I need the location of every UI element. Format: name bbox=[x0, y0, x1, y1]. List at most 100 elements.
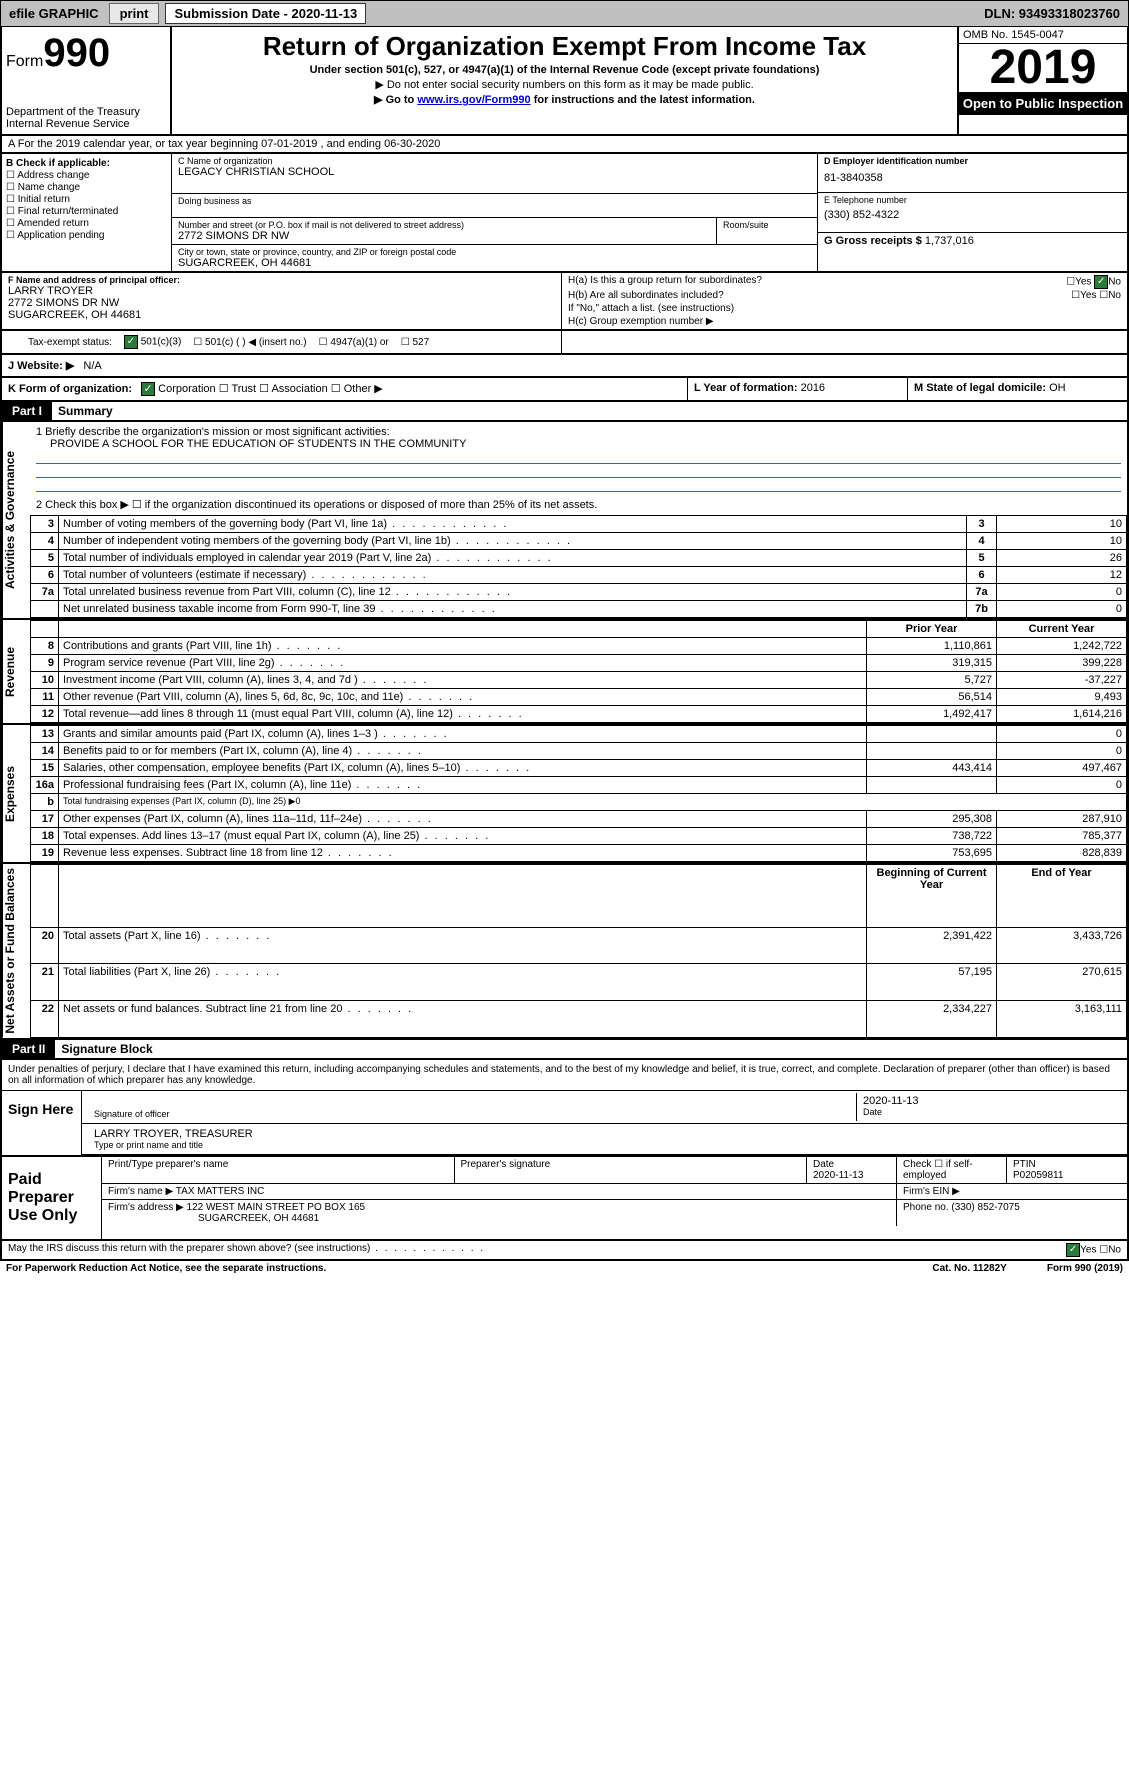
form-header: Form990 Department of the Treasury Inter… bbox=[0, 27, 1129, 136]
form-footer: Form 990 (2019) bbox=[1047, 1263, 1123, 1274]
officer-addr1: 2772 SIMONS DR NW bbox=[8, 297, 555, 309]
firm-addr1: 122 WEST MAIN STREET PO BOX 165 bbox=[187, 1202, 366, 1213]
expenses-table: 13Grants and similar amounts paid (Part … bbox=[30, 725, 1127, 862]
ein-label: D Employer identification number bbox=[824, 156, 968, 166]
preparer-date: 2020-11-13 bbox=[813, 1170, 863, 1181]
officer-printed-name: LARRY TROYER, TREASURER bbox=[94, 1128, 1115, 1140]
firm-ein-label: Firm's EIN ▶ bbox=[903, 1186, 960, 1197]
preparer-name-hdr: Print/Type preparer's name bbox=[108, 1159, 228, 1170]
cat-no: Cat. No. 11282Y bbox=[932, 1263, 1006, 1274]
cb-address-change[interactable]: ☐ Address change bbox=[6, 170, 167, 181]
sig-officer-label: Signature of officer bbox=[94, 1109, 850, 1119]
header-right: OMB No. 1545-0047 2019 Open to Public In… bbox=[957, 27, 1127, 134]
box-h-group: H(a) Is this a group return for subordin… bbox=[562, 273, 1127, 329]
cb-corporation[interactable]: ✓ bbox=[141, 382, 155, 396]
line2-checkbox-text: 2 Check this box ▶ ☐ if the organization… bbox=[36, 498, 1121, 511]
table-row: bTotal fundraising expenses (Part IX, co… bbox=[31, 794, 1127, 811]
cb-527: 527 bbox=[413, 337, 430, 348]
revenue-block: Revenue Prior YearCurrent Year 8Contribu… bbox=[0, 620, 1129, 725]
officer-name: LARRY TROYER bbox=[8, 285, 555, 297]
domicile-label: M State of legal domicile: bbox=[914, 382, 1046, 394]
end-year-hdr: End of Year bbox=[997, 865, 1127, 928]
sidebar-expenses: Expenses bbox=[2, 725, 30, 862]
domicile-state: OH bbox=[1049, 382, 1066, 394]
cb-501c3[interactable]: ✓ bbox=[124, 335, 138, 349]
sidebar-netassets: Net Assets or Fund Balances bbox=[2, 864, 30, 1038]
paid-preparer-block: Paid Preparer Use Only Print/Type prepar… bbox=[0, 1157, 1129, 1241]
form-number: 990 bbox=[43, 31, 110, 75]
print-button[interactable]: print bbox=[109, 3, 160, 24]
prior-year-hdr: Prior Year bbox=[867, 621, 997, 638]
ha-no-checked[interactable]: ✓ bbox=[1094, 275, 1108, 289]
firm-name: TAX MATTERS INC bbox=[176, 1186, 265, 1197]
firm-addr2: SUGARCREEK, OH 44681 bbox=[198, 1213, 319, 1224]
cb-initial-return[interactable]: ☐ Initial return bbox=[6, 194, 167, 205]
hb-label: H(b) Are all subordinates included? bbox=[568, 290, 724, 301]
table-row: 19Revenue less expenses. Subtract line 1… bbox=[31, 845, 1127, 862]
current-year-hdr: Current Year bbox=[997, 621, 1127, 638]
form-org-label: K Form of organization: bbox=[8, 383, 132, 395]
footer-bottom: For Paperwork Reduction Act Notice, see … bbox=[0, 1261, 1129, 1276]
firm-addr-label: Firm's address ▶ bbox=[108, 1202, 184, 1213]
discuss-yes-cb[interactable]: ✓ bbox=[1066, 1243, 1080, 1257]
street-address: 2772 SIMONS DR NW bbox=[178, 230, 710, 242]
table-row: Net unrelated business taxable income fr… bbox=[31, 601, 1127, 618]
table-row: 22Net assets or fund balances. Subtract … bbox=[31, 1001, 1127, 1038]
klm-row: K Form of organization: ✓ Corporation ☐ … bbox=[0, 378, 1129, 402]
self-employed-cb[interactable]: Check ☐ if self-employed bbox=[903, 1159, 973, 1181]
cb-name-change[interactable]: ☐ Name change bbox=[6, 182, 167, 193]
cb-other: Other ▶ bbox=[344, 383, 383, 395]
hc-label: H(c) Group exemption number ▶ bbox=[568, 316, 1121, 327]
topbar: efile GRAPHIC print Submission Date - 20… bbox=[0, 0, 1129, 27]
table-row: 11Other revenue (Part VIII, column (A), … bbox=[31, 689, 1127, 706]
cb-amended-return[interactable]: ☐ Amended return bbox=[6, 218, 167, 229]
net-assets-block: Net Assets or Fund Balances Beginning of… bbox=[0, 864, 1129, 1040]
preparer-sig-hdr: Preparer's signature bbox=[461, 1159, 551, 1170]
website-value: N/A bbox=[83, 360, 101, 372]
year-formation-label: L Year of formation: bbox=[694, 382, 798, 394]
table-row: 14Benefits paid to or for members (Part … bbox=[31, 743, 1127, 760]
revenue-table: Prior YearCurrent Year 8Contributions an… bbox=[30, 620, 1127, 723]
subtitle-1: Under section 501(c), 527, or 4947(a)(1)… bbox=[182, 64, 947, 76]
sidebar-revenue: Revenue bbox=[2, 620, 30, 723]
mission-label: 1 Briefly describe the organization's mi… bbox=[36, 426, 1121, 438]
preparer-date-hdr: Date bbox=[813, 1159, 834, 1170]
table-row: 8Contributions and grants (Part VIII, li… bbox=[31, 638, 1127, 655]
city-state-zip: SUGARCREEK, OH 44681 bbox=[178, 257, 811, 269]
phone-value: (330) 852-4322 bbox=[824, 209, 1121, 221]
header-left: Form990 Department of the Treasury Inter… bbox=[2, 27, 172, 134]
main-title: Return of Organization Exempt From Incom… bbox=[182, 31, 947, 62]
dba-label: Doing business as bbox=[178, 196, 811, 206]
subtitle-2: ▶ Do not enter social security numbers o… bbox=[182, 78, 947, 91]
part2-header-row: Part II Signature Block bbox=[0, 1040, 1129, 1060]
cb-final-return[interactable]: ☐ Final return/terminated bbox=[6, 206, 167, 217]
ha-label: H(a) Is this a group return for subordin… bbox=[568, 275, 762, 286]
cb-application-pending[interactable]: ☐ Application pending bbox=[6, 230, 167, 241]
org-name-label: C Name of organization bbox=[178, 156, 811, 166]
open-public: Open to Public Inspection bbox=[959, 92, 1127, 115]
tax-exempt-label: Tax-exempt status: bbox=[28, 337, 112, 348]
header-center: Return of Organization Exempt From Incom… bbox=[172, 27, 957, 134]
ptin-hdr: PTIN bbox=[1013, 1159, 1036, 1170]
printed-name-label: Type or print name and title bbox=[94, 1140, 1115, 1150]
website-label: J Website: ▶ bbox=[8, 360, 74, 372]
form990-link[interactable]: www.irs.gov/Form990 bbox=[417, 94, 530, 106]
discuss-label: May the IRS discuss this return with the… bbox=[8, 1243, 485, 1257]
part1-badge: Part I bbox=[2, 402, 52, 420]
discuss-preparer-row: May the IRS discuss this return with the… bbox=[0, 1241, 1129, 1261]
table-row: 5Total number of individuals employed in… bbox=[31, 550, 1127, 567]
table-row: 13Grants and similar amounts paid (Part … bbox=[31, 726, 1127, 743]
sig-date-label: Date bbox=[863, 1107, 1115, 1117]
gross-receipts-label: G Gross receipts $ bbox=[824, 235, 922, 247]
ptin-value: P02059811 bbox=[1013, 1170, 1063, 1181]
sign-here-label: Sign Here bbox=[2, 1091, 82, 1155]
table-row: 6Total number of volunteers (estimate if… bbox=[31, 567, 1127, 584]
tax-exempt-row: Tax-exempt status: ✓ 501(c)(3) ☐ 501(c) … bbox=[0, 331, 1129, 355]
firm-name-label: Firm's name ▶ bbox=[108, 1186, 173, 1197]
addr-label: Number and street (or P.O. box if mail i… bbox=[178, 220, 710, 230]
table-row: 9Program service revenue (Part VIII, lin… bbox=[31, 655, 1127, 672]
dept-treasury: Department of the Treasury bbox=[6, 106, 166, 118]
website-row: J Website: ▶ N/A bbox=[0, 355, 1129, 378]
paid-preparer-label: Paid Preparer Use Only bbox=[2, 1157, 102, 1239]
form-word: Form bbox=[6, 53, 43, 70]
